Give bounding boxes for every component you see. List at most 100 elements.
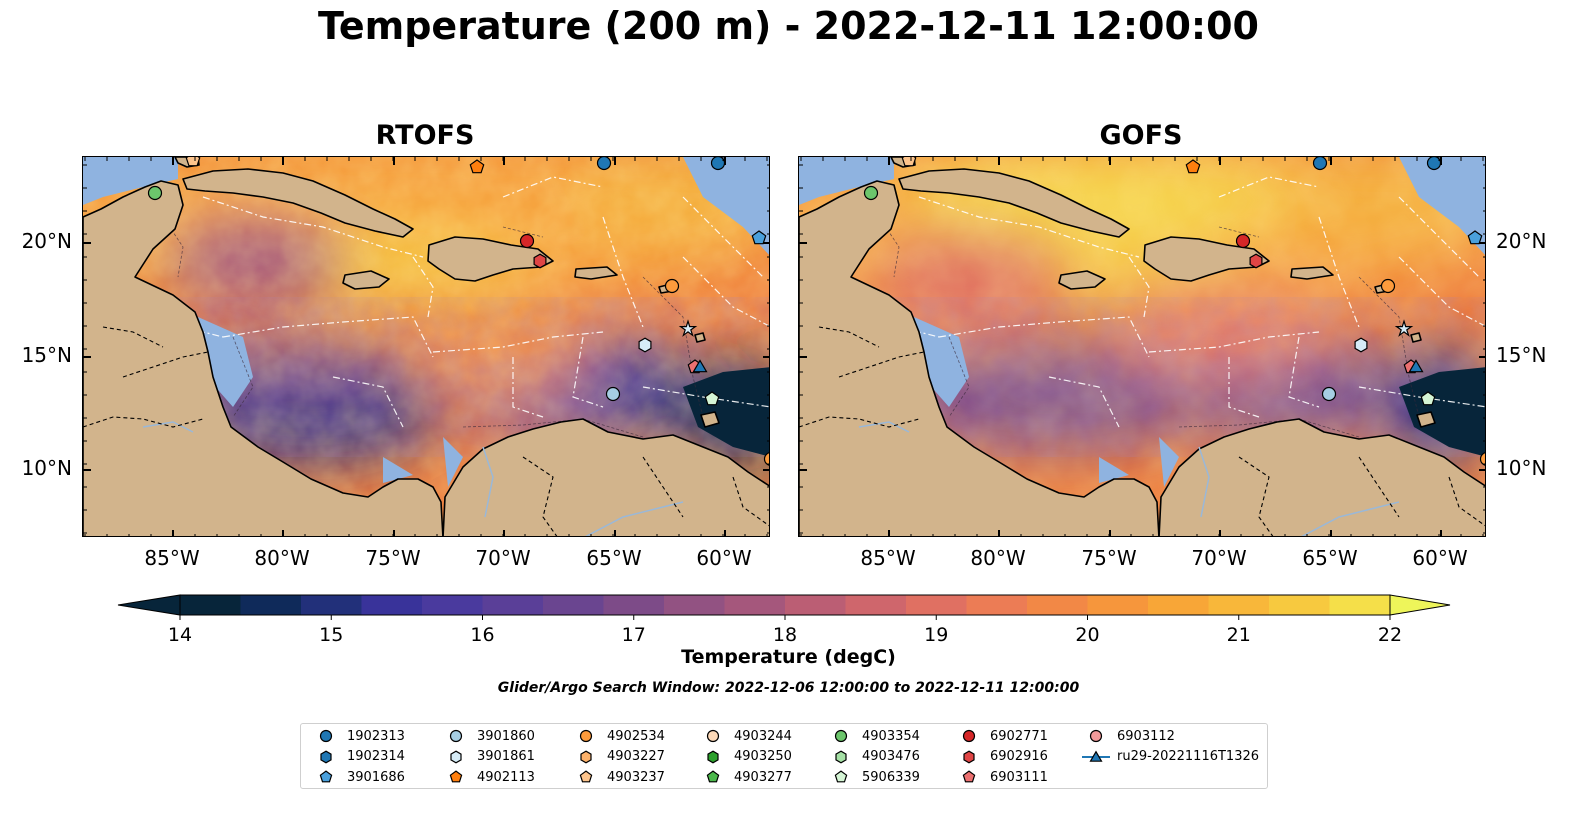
- hexagon-marker-icon: [580, 750, 592, 763]
- legend-label: 3901861: [477, 749, 535, 764]
- legend-label: 5906339: [862, 769, 920, 785]
- circle-marker-icon: [1089, 729, 1103, 743]
- colorbar-segment: [724, 595, 786, 615]
- circle-marker-icon: [579, 729, 593, 743]
- colorbar-segment: [1208, 595, 1270, 615]
- colorbar: 14 15 16 17 18 19 20 21 22: [117, 594, 1451, 646]
- colorbar-segment: [180, 595, 242, 615]
- legend-item: 4902534: [571, 727, 665, 745]
- hexagon-marker-icon: [963, 750, 975, 763]
- colorbar-label: Temperature (degC): [681, 646, 896, 668]
- legend-label: 4903354: [862, 728, 920, 744]
- lon-tick-label: 75°W: [365, 546, 421, 570]
- legend-label: 4903250: [734, 749, 792, 764]
- legend-item: 4902113: [441, 768, 535, 786]
- colorbar-tick-label: 22: [1378, 624, 1402, 646]
- colorbar-segment: [1087, 595, 1149, 615]
- legend-item: 3901860: [441, 727, 535, 745]
- colorbar-segment: [240, 595, 302, 615]
- lon-tick-label: 80°W: [254, 546, 310, 570]
- colorbar-segment: [1148, 595, 1210, 615]
- legend-label: 1902313: [347, 728, 405, 744]
- legend: 1902313 1902314 3901686 3901860 3901861 49021…: [300, 723, 1268, 789]
- legend-label: 6902771: [990, 728, 1048, 744]
- colorbar-segment: [543, 595, 605, 615]
- legend-item: 4903237: [571, 768, 665, 786]
- colorbar-under-arrow: [117, 594, 181, 616]
- colorbar-tick-label: 19: [924, 624, 948, 646]
- legend-item: 4903250: [698, 748, 792, 766]
- colorbar-segment: [1027, 595, 1089, 615]
- lon-tick-label: 70°W: [475, 546, 531, 570]
- lat-tick-label-right: 15°N: [1496, 343, 1547, 367]
- colorbar-tick-label: 18: [773, 624, 797, 646]
- legend-item: 6903111: [954, 768, 1048, 786]
- legend-item: 1902313: [311, 727, 405, 745]
- colorbar-segment: [906, 595, 968, 615]
- hexagon-marker-icon: [450, 750, 462, 763]
- colorbar-segment: [1329, 595, 1391, 615]
- legend-label: 6902916: [990, 749, 1048, 764]
- colorbar-segment: [966, 595, 1028, 615]
- colorbar-segment: [1269, 595, 1331, 615]
- colorbar-tick-label: 16: [470, 624, 494, 646]
- legend-item: 4903244: [698, 727, 792, 745]
- colorbar-segment: [785, 595, 847, 615]
- legend-label: 4903476: [862, 749, 920, 764]
- hexagon-marker-icon: [707, 750, 719, 763]
- legend-item: 4903354: [826, 727, 920, 745]
- panel-title-gofs: GOFS: [1099, 120, 1183, 151]
- legend-item: ru29-20221116T1326: [1081, 748, 1259, 766]
- lon-tick-label: 80°W: [970, 546, 1026, 570]
- pentagon-marker-icon: [706, 770, 720, 783]
- legend-item: 1902314: [311, 748, 405, 766]
- search-window-text: Glider/Argo Search Window: 2022-12-06 12…: [497, 680, 1080, 696]
- gofs-map[interactable]: [798, 156, 1486, 537]
- colorbar-tick-label: 17: [622, 624, 646, 646]
- pentagon-marker-icon: [834, 770, 848, 783]
- lon-tick-label: 60°W: [1412, 546, 1468, 570]
- circle-marker-icon: [319, 729, 333, 743]
- legend-item: 3901686: [311, 768, 405, 786]
- circle-marker-icon: [962, 729, 976, 743]
- pentagon-marker-icon: [319, 770, 333, 783]
- pentagon-marker-icon: [449, 770, 463, 783]
- pentagon-marker-icon: [962, 770, 976, 783]
- triangle-line-marker-icon: [1082, 750, 1110, 762]
- colorbar-segment: [422, 595, 484, 615]
- legend-label: 4902534: [607, 728, 665, 744]
- legend-label: 6903111: [990, 769, 1048, 785]
- rtofs-map[interactable]: [82, 156, 770, 537]
- colorbar-tick-label: 21: [1227, 624, 1251, 646]
- lat-tick-label-left: 10°N: [21, 456, 72, 480]
- legend-item: 5906339: [826, 768, 920, 786]
- legend-label: 3901860: [477, 728, 535, 744]
- legend-label: 3901686: [347, 769, 405, 785]
- lon-tick-label: 85°W: [860, 546, 916, 570]
- colorbar-over-arrow: [1389, 594, 1451, 616]
- colorbar-segment: [603, 595, 665, 615]
- colorbar-tick-label: 14: [168, 624, 192, 646]
- lon-tick-label: 60°W: [696, 546, 752, 570]
- legend-item: 3901861: [441, 748, 535, 766]
- lon-tick-label: 65°W: [1302, 546, 1358, 570]
- colorbar-tick-label: 15: [319, 624, 343, 646]
- hexagon-marker-icon: [835, 750, 847, 763]
- lon-tick-label: 85°W: [144, 546, 200, 570]
- colorbar-segment: [301, 595, 363, 615]
- colorbar-tick-label: 20: [1075, 624, 1099, 646]
- legend-label: 1902314: [347, 749, 405, 764]
- lat-tick-label-right: 10°N: [1496, 456, 1547, 480]
- lat-tick-label-left: 20°N: [21, 229, 72, 253]
- lat-tick-label-left: 15°N: [21, 343, 72, 367]
- legend-item: 6903112: [1081, 727, 1175, 745]
- colorbar-segment: [482, 595, 544, 615]
- colorbar-segment: [845, 595, 907, 615]
- lon-tick-label: 75°W: [1081, 546, 1137, 570]
- pentagon-marker-icon: [579, 770, 593, 783]
- figure-title: Temperature (200 m) - 2022-12-11 12:00:0…: [317, 4, 1259, 48]
- colorbar-segment: [361, 595, 423, 615]
- legend-item: 4903277: [698, 768, 792, 786]
- lon-tick-label: 65°W: [586, 546, 642, 570]
- legend-item: 4903476: [826, 748, 920, 766]
